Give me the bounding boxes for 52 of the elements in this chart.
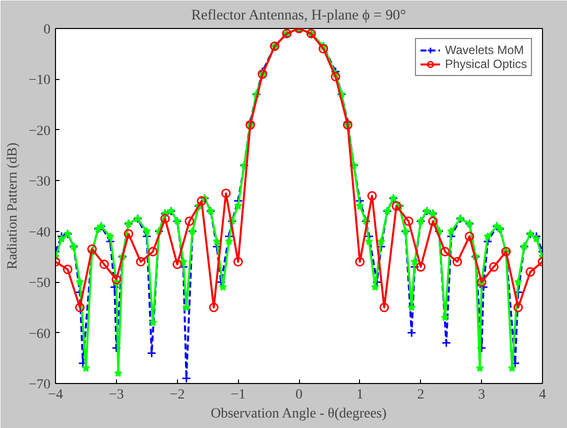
point [99, 260, 109, 270]
y-tick-label: −60 [28, 326, 51, 342]
point [355, 257, 365, 267]
point [124, 229, 134, 239]
y-tick-label: −70 [28, 378, 51, 392]
point [513, 302, 523, 312]
x-tick-label: −1 [230, 388, 246, 402]
point [392, 201, 402, 211]
y-tick-label: −30 [28, 174, 51, 190]
x-tick-label: 1 [356, 388, 364, 402]
point [209, 302, 219, 312]
point [404, 216, 414, 226]
point [160, 214, 170, 224]
point [464, 232, 474, 242]
x-tick-label: 0 [296, 388, 302, 402]
point [526, 267, 536, 277]
y-tick-label: −50 [28, 276, 51, 292]
x-tick-label: 2 [417, 388, 424, 402]
point [367, 191, 377, 201]
y-axis-title: Radiation Pattern (dB) [6, 142, 21, 270]
y-tick-label: −40 [28, 225, 51, 240]
point [233, 257, 243, 267]
point [112, 274, 122, 284]
point [184, 216, 194, 226]
legend-label: Wavelets MoM [444, 43, 524, 57]
point [87, 244, 97, 254]
chart-title: Reflector Antennas, H-plane ϕ = 90° [191, 8, 406, 24]
point [452, 257, 462, 267]
point [428, 216, 438, 226]
point [318, 44, 328, 54]
x-tick-label: −2 [170, 388, 185, 402]
y-tick-label: −20 [28, 124, 51, 139]
point [330, 72, 340, 82]
point [416, 262, 426, 272]
point [172, 260, 182, 270]
x-tick-label: 3 [478, 388, 486, 402]
y-tick-label: −10 [28, 73, 51, 88]
x-tick-label: 4 [539, 388, 546, 402]
point [221, 188, 231, 198]
point [75, 302, 85, 312]
point [148, 246, 158, 256]
point [489, 262, 499, 272]
x-axis-title: Observation Angle - θ(degrees) [210, 406, 387, 422]
y-tick-label: 0 [44, 22, 50, 38]
point [62, 264, 72, 274]
point [196, 196, 206, 206]
x-tick-label: −4 [48, 388, 63, 402]
point [136, 257, 146, 267]
point [440, 246, 450, 256]
legend-label: Physical Optics [444, 57, 527, 71]
point [379, 302, 389, 312]
x-tick-label: −3 [108, 388, 124, 402]
